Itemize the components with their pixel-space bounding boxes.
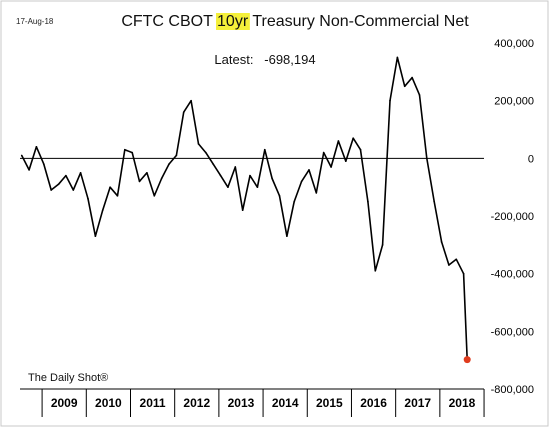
data-point (455, 258, 458, 261)
data-point (308, 169, 310, 171)
data-point (65, 174, 67, 177)
data-point (234, 166, 237, 168)
data-point (352, 137, 354, 139)
data-point (146, 171, 148, 174)
date-stamp: 17-Aug-18 (16, 17, 54, 26)
data-point (138, 180, 141, 183)
x-tick-label: 2016 (360, 396, 387, 410)
data-point (190, 99, 192, 102)
data-point (330, 166, 332, 168)
data-point (359, 148, 362, 151)
data-point (344, 160, 347, 163)
x-tick-label: 2014 (272, 396, 299, 410)
data-point (182, 111, 185, 113)
x-tick-label: 2010 (95, 396, 122, 410)
x-tick-label: 2013 (228, 396, 255, 410)
data-point (35, 146, 38, 148)
data-point (212, 163, 215, 165)
data-point (197, 143, 200, 145)
y-tick-label: -200,000 (491, 211, 534, 223)
data-point (131, 151, 133, 154)
data-point (57, 183, 60, 186)
data-point (205, 151, 207, 154)
data-point (381, 244, 384, 246)
data-point (337, 140, 340, 142)
x-tick-label: 2012 (183, 396, 210, 410)
x-axis-ticks (41, 389, 485, 417)
data-point (448, 264, 450, 266)
x-tick-label: 2011 (140, 396, 166, 410)
data-point (286, 235, 288, 237)
data-point (116, 195, 119, 197)
data-point (20, 154, 23, 157)
data-point (403, 85, 406, 88)
data-point (160, 177, 163, 180)
data-point (426, 157, 428, 160)
data-point (28, 169, 30, 171)
data-point (367, 200, 369, 203)
data-point (411, 76, 413, 79)
data-point (322, 151, 325, 154)
data-point (42, 163, 45, 165)
x-tick-label: 2009 (51, 396, 78, 410)
data-point (109, 186, 111, 188)
series-points (20, 56, 471, 364)
data-point (175, 154, 178, 157)
y-tick-label: 200,000 (494, 96, 534, 108)
y-tick-label: -400,000 (491, 269, 534, 281)
data-point (389, 99, 391, 102)
series-line-net-position (20, 56, 468, 360)
data-point (94, 235, 97, 237)
data-point (241, 209, 244, 212)
x-tick-label: 2018 (449, 396, 476, 410)
data-point (462, 272, 465, 275)
data-point (79, 171, 82, 174)
data-point (256, 186, 259, 188)
data-point (418, 94, 421, 96)
title-text-before: CFTC CBOT (121, 13, 217, 30)
data-point (101, 209, 104, 212)
data-point (278, 195, 281, 197)
data-point (374, 269, 377, 272)
data-point (440, 241, 443, 243)
title-highlight (216, 13, 250, 30)
data-point (293, 200, 296, 203)
y-tick-label: -800,000 (491, 384, 534, 396)
data-point (124, 148, 126, 151)
chart-title: CFTC CBOT 10yr Treasury Non-Commercial N… (121, 13, 469, 30)
x-tick-label: 2015 (316, 396, 343, 410)
data-point (72, 189, 75, 191)
data-point (396, 56, 399, 59)
source-label: The Daily Shot® (28, 372, 108, 384)
y-tick-label: 0 (528, 153, 534, 165)
y-tick-label: -600,000 (491, 326, 534, 338)
y-tick-label: 400,000 (494, 38, 534, 50)
data-point (168, 163, 170, 165)
data-point (219, 174, 222, 177)
latest-annotation: Latest: -698,194 (214, 52, 315, 67)
title-text-highlight: 10yr (217, 13, 249, 30)
data-point (433, 200, 435, 203)
title-text-after: Treasury Non-Commercial Net (248, 13, 469, 30)
latest-point-marker (463, 356, 471, 364)
data-point (153, 195, 156, 197)
data-point (315, 192, 318, 194)
x-axis-labels: 2009 2010 2011 2012 2013 2014 2015 2016 2017 2018 (51, 396, 476, 410)
data-point (271, 177, 273, 180)
data-point (249, 174, 251, 177)
data-point (87, 197, 89, 200)
x-tick-label: 2017 (404, 396, 431, 410)
data-point (263, 148, 266, 151)
data-point (227, 186, 229, 188)
data-point (50, 189, 52, 191)
y-axis-labels: 400,000 200,000 0 -200,000 -400,000 -600,000 -… (491, 38, 534, 396)
data-point (300, 180, 303, 183)
